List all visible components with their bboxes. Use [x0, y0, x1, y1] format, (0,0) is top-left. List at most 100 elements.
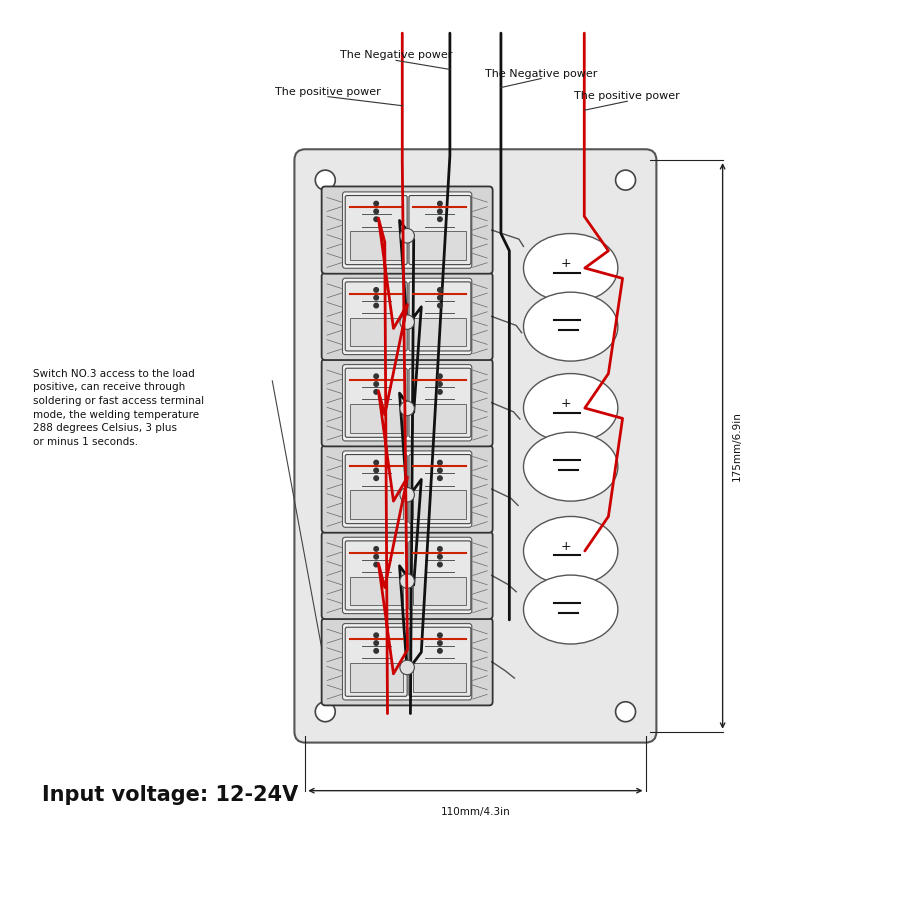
Text: The positive power: The positive power [574, 91, 681, 101]
Circle shape [374, 649, 379, 653]
Text: 110mm/4.3in: 110mm/4.3in [440, 807, 511, 817]
Circle shape [615, 170, 635, 190]
Circle shape [438, 201, 442, 206]
Circle shape [374, 201, 379, 206]
Circle shape [399, 660, 414, 674]
FancyBboxPatch shape [295, 149, 656, 743]
Text: Input voltage: 12-24V: Input voltage: 12-24V [42, 785, 298, 805]
Circle shape [438, 547, 442, 551]
Circle shape [438, 209, 442, 214]
Circle shape [399, 574, 414, 589]
Bar [413, 577, 466, 605]
Circle shape [438, 389, 442, 394]
Circle shape [438, 288, 442, 292]
Bar [349, 663, 402, 692]
FancyBboxPatch shape [409, 627, 470, 696]
Circle shape [438, 649, 442, 653]
Text: 175mm/6.9in: 175mm/6.9in [732, 411, 742, 480]
Circle shape [374, 296, 379, 300]
Text: +: + [561, 397, 571, 410]
FancyBboxPatch shape [321, 446, 492, 532]
Circle shape [438, 296, 442, 300]
Ellipse shape [523, 292, 618, 361]
Circle shape [374, 382, 379, 387]
FancyBboxPatch shape [321, 531, 492, 619]
FancyBboxPatch shape [342, 451, 471, 527]
Circle shape [399, 315, 414, 329]
Circle shape [315, 170, 335, 190]
Text: +: + [561, 257, 571, 270]
Circle shape [615, 702, 635, 722]
Circle shape [438, 476, 442, 480]
Circle shape [438, 562, 442, 567]
FancyBboxPatch shape [345, 282, 407, 351]
Circle shape [374, 476, 379, 480]
FancyBboxPatch shape [342, 623, 471, 700]
FancyBboxPatch shape [409, 369, 470, 438]
Bar [349, 404, 402, 433]
FancyBboxPatch shape [342, 537, 471, 613]
Circle shape [399, 228, 414, 243]
Bar [413, 318, 466, 347]
FancyBboxPatch shape [345, 196, 407, 265]
FancyBboxPatch shape [409, 455, 470, 523]
Circle shape [315, 702, 335, 722]
Text: +: + [561, 540, 571, 553]
FancyBboxPatch shape [321, 273, 492, 360]
Text: The Negative power: The Negative power [339, 50, 452, 60]
Circle shape [374, 547, 379, 551]
FancyBboxPatch shape [409, 196, 470, 265]
FancyBboxPatch shape [409, 541, 470, 610]
Circle shape [374, 303, 379, 308]
Circle shape [374, 633, 379, 638]
Circle shape [438, 217, 442, 221]
Circle shape [438, 382, 442, 387]
Circle shape [374, 217, 379, 221]
FancyBboxPatch shape [342, 192, 471, 268]
Circle shape [438, 303, 442, 308]
FancyBboxPatch shape [345, 455, 407, 523]
Bar [349, 577, 402, 605]
Circle shape [374, 562, 379, 567]
Circle shape [438, 374, 442, 379]
Text: The positive power: The positive power [275, 86, 381, 96]
Ellipse shape [523, 374, 618, 442]
Circle shape [438, 641, 442, 645]
Circle shape [374, 389, 379, 394]
FancyBboxPatch shape [409, 282, 470, 351]
FancyBboxPatch shape [321, 618, 492, 705]
FancyBboxPatch shape [342, 365, 471, 441]
Text: The Negative power: The Negative power [485, 68, 597, 78]
Circle shape [399, 401, 414, 416]
Circle shape [374, 554, 379, 559]
Bar [349, 231, 402, 260]
Circle shape [438, 633, 442, 638]
Bar [413, 663, 466, 692]
FancyBboxPatch shape [345, 541, 407, 610]
FancyBboxPatch shape [345, 627, 407, 696]
Bar [349, 490, 402, 519]
FancyBboxPatch shape [321, 359, 492, 447]
Circle shape [374, 288, 379, 292]
Bar [413, 404, 466, 433]
Ellipse shape [523, 517, 618, 585]
Circle shape [374, 468, 379, 472]
Bar [349, 318, 402, 347]
Bar [413, 490, 466, 519]
Bar [413, 231, 466, 260]
Circle shape [438, 554, 442, 559]
Ellipse shape [523, 234, 618, 302]
FancyBboxPatch shape [342, 278, 471, 355]
Circle shape [399, 488, 414, 502]
FancyBboxPatch shape [321, 187, 492, 274]
Circle shape [374, 209, 379, 214]
Circle shape [374, 460, 379, 465]
Ellipse shape [523, 432, 618, 501]
Circle shape [438, 468, 442, 472]
Circle shape [374, 641, 379, 645]
Circle shape [374, 374, 379, 379]
Text: Switch NO.3 access to the load
positive, can receive through
soldering or fast a: Switch NO.3 access to the load positive,… [33, 369, 204, 447]
Circle shape [438, 460, 442, 465]
FancyBboxPatch shape [345, 369, 407, 438]
Ellipse shape [523, 575, 618, 644]
